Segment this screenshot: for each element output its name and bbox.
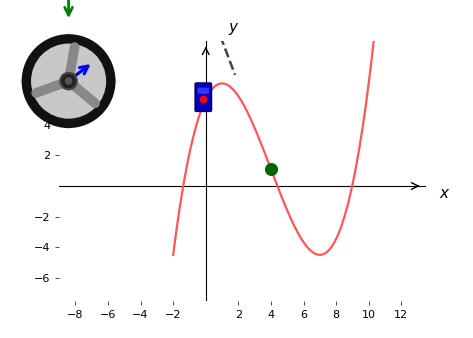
FancyBboxPatch shape bbox=[195, 83, 211, 112]
Circle shape bbox=[65, 77, 72, 85]
Circle shape bbox=[61, 73, 77, 89]
Circle shape bbox=[22, 34, 115, 128]
Point bbox=[267, 166, 275, 172]
Y-axis label: y: y bbox=[229, 20, 238, 35]
FancyBboxPatch shape bbox=[198, 88, 209, 94]
Polygon shape bbox=[20, 32, 117, 130]
Circle shape bbox=[31, 44, 106, 119]
X-axis label: x: x bbox=[439, 186, 448, 201]
Point bbox=[200, 96, 207, 101]
